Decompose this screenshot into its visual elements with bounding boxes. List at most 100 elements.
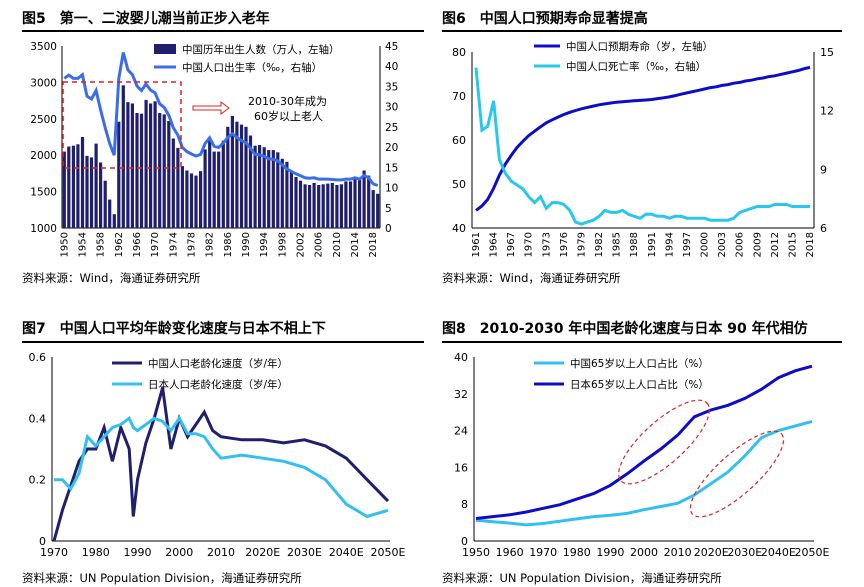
x-tick-label: 2002 bbox=[296, 232, 307, 257]
left-tick-label: 1000 bbox=[30, 223, 57, 235]
series-line-1 bbox=[52, 387, 390, 542]
source-note: 资料来源：UN Population Division，海通证券研究所 bbox=[442, 571, 722, 585]
bar bbox=[271, 150, 275, 228]
bar bbox=[308, 185, 312, 228]
bar bbox=[212, 151, 216, 228]
x-tick-label: 2012 bbox=[770, 232, 781, 257]
bar bbox=[317, 185, 321, 228]
x-tick-label: 2040E bbox=[761, 546, 796, 559]
x-tick-label: 1966 bbox=[132, 232, 143, 257]
x-tick-label: 1990 bbox=[596, 546, 624, 559]
left-tick-label: 3500 bbox=[30, 41, 57, 53]
bar bbox=[280, 158, 284, 228]
x-tick-label: 1970 bbox=[524, 232, 535, 257]
bar bbox=[235, 121, 239, 228]
life-expectancy-line bbox=[475, 65, 811, 212]
right-tick-label: 12 bbox=[820, 105, 834, 118]
source-note: 资料来源：Wind，海通证券研究所 bbox=[22, 271, 201, 285]
bar bbox=[189, 173, 194, 228]
x-tick-label: 1954 bbox=[77, 232, 88, 257]
bar bbox=[303, 184, 307, 228]
right-tick-label: 15 bbox=[385, 162, 398, 174]
x-tick-label: 2003 bbox=[717, 232, 728, 257]
x-tick-label: 1979 bbox=[576, 232, 587, 257]
bar bbox=[176, 147, 180, 228]
bar bbox=[199, 171, 203, 228]
x-tick-label: 1967 bbox=[506, 232, 517, 257]
bar bbox=[103, 180, 107, 228]
x-tick-label: 1978 bbox=[186, 232, 197, 257]
bar bbox=[239, 124, 244, 228]
bar bbox=[71, 145, 75, 228]
bar bbox=[76, 144, 80, 228]
panel-fig7: 图7 中国人口平均年龄变化速度与日本不相上下 0 0.2 0.4 0.6 1970 198… bbox=[22, 312, 424, 587]
x-tick-label: 1970 bbox=[150, 232, 161, 257]
y-tick-label: 0.6 bbox=[29, 351, 47, 364]
bar bbox=[244, 126, 248, 228]
x-tick-label: 1980 bbox=[563, 546, 591, 559]
y-tick-label: 0.2 bbox=[29, 474, 47, 487]
bar bbox=[294, 177, 298, 228]
x-tick-label: 1962 bbox=[114, 232, 125, 257]
x-tick-label: 1990 bbox=[124, 546, 152, 559]
bar bbox=[376, 193, 380, 228]
right-tick-label: 35 bbox=[385, 81, 398, 93]
legend-label-1: 中国65岁以上人口占比（%） bbox=[570, 357, 709, 370]
left-tick-label: 60 bbox=[452, 134, 466, 147]
x-tick-label: 1994 bbox=[259, 232, 270, 257]
x-tick-label: 1997 bbox=[682, 232, 693, 257]
y-tick-label: 32 bbox=[454, 388, 468, 401]
left-tick-label: 3000 bbox=[30, 77, 57, 89]
figure-title: 图7 中国人口平均年龄变化速度与日本不相上下 bbox=[22, 321, 326, 337]
figure-title: 图8 2010-2030 年中国老龄化速度与日本 90 年代相仿 bbox=[442, 321, 808, 337]
left-tick-label: 80 bbox=[452, 46, 466, 59]
bar bbox=[221, 140, 225, 228]
left-tick-label: 1500 bbox=[30, 187, 57, 199]
highlight-ellipse bbox=[618, 399, 710, 485]
x-tick-label: 1982 bbox=[205, 232, 216, 257]
bar bbox=[344, 181, 348, 228]
x-tick-label: 1970 bbox=[529, 546, 557, 559]
x-tick-label: 2030E bbox=[727, 546, 762, 559]
source-note: 资料来源：Wind，海通证券研究所 bbox=[442, 271, 621, 285]
chart-fig7: 0 0.2 0.4 0.6 1970 1980 1990 2000 2010 2020E 2030E… bbox=[29, 351, 406, 559]
x-tick-label: 1994 bbox=[664, 232, 675, 257]
bar bbox=[362, 170, 366, 228]
x-tick-label: 1961 bbox=[471, 232, 482, 257]
x-tick-label: 1958 bbox=[96, 232, 107, 257]
legend-label-birthrate: 中国人口出生率（‰，右轴） bbox=[182, 61, 322, 74]
legend-label-death: 中国人口死亡率（‰，右轴） bbox=[566, 60, 706, 73]
bar bbox=[230, 115, 234, 228]
bar bbox=[208, 137, 212, 228]
bar bbox=[335, 185, 339, 228]
x-tick-label: 2050E bbox=[795, 546, 830, 559]
left-tick-label: 40 bbox=[452, 222, 466, 235]
y-tick-label: 0 bbox=[39, 535, 46, 548]
x-tick-label: 1991 bbox=[647, 232, 658, 257]
x-tick-label: 1998 bbox=[277, 232, 288, 257]
bar bbox=[108, 199, 112, 228]
bar bbox=[330, 182, 334, 228]
chart-fig6: 40 50 60 70 80 6 9 12 15 1961 1964 1967 1970 1973 1976… bbox=[452, 40, 834, 257]
x-tick-label: 2014 bbox=[350, 232, 361, 257]
bar bbox=[153, 101, 157, 228]
right-tick-label: 45 bbox=[385, 41, 398, 53]
bar bbox=[62, 151, 66, 228]
bar bbox=[80, 137, 85, 228]
x-tick-label: 2006 bbox=[314, 232, 325, 257]
right-tick-label: 5 bbox=[385, 203, 392, 215]
bar bbox=[298, 180, 303, 228]
legend-label-births: 中国历年出生人数（万人，左轴） bbox=[182, 43, 340, 56]
highlight-box bbox=[62, 81, 182, 169]
x-tick-label: 2000 bbox=[165, 546, 193, 559]
x-tick-label: 1950 bbox=[462, 546, 490, 559]
x-tick-label: 2010 bbox=[664, 546, 692, 559]
x-tick-label: 2050E bbox=[371, 546, 406, 559]
bar bbox=[262, 147, 266, 228]
left-tick-label: 2500 bbox=[30, 114, 57, 126]
title-rule bbox=[22, 30, 424, 32]
birth-rate-line bbox=[63, 52, 379, 187]
bar bbox=[94, 143, 98, 228]
bar bbox=[326, 183, 330, 228]
